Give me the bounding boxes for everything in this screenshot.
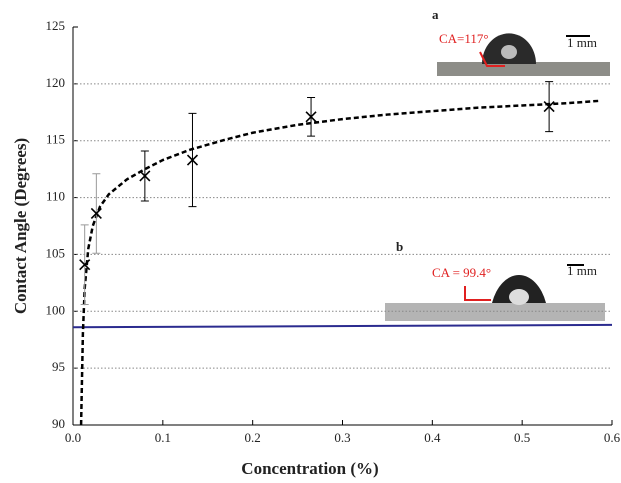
- y-tick-label: 125: [46, 18, 66, 33]
- x-axis-title: Concentration (%): [241, 459, 378, 478]
- substrate: [385, 303, 605, 321]
- y-axis-title: Contact Angle (Degrees): [11, 138, 30, 314]
- x-tick-label: 0.3: [334, 430, 350, 445]
- y-tick-label: 95: [52, 359, 65, 374]
- y-tick-label: 90: [52, 416, 65, 431]
- angle-label: CA=117°: [439, 31, 489, 46]
- scale-label: 1 mm: [567, 35, 597, 50]
- inset-label: a: [432, 7, 439, 22]
- inset-b: b CA = 99.4° 1 mm: [385, 239, 605, 321]
- substrate: [437, 62, 610, 76]
- x-tick-label: 0.1: [155, 430, 171, 445]
- y-tick-label: 110: [46, 189, 65, 204]
- scale-label: 1 mm: [567, 263, 597, 278]
- angle-mark: [479, 51, 505, 67]
- marker: [543, 101, 555, 113]
- droplet-highlight: [509, 289, 529, 305]
- x-tick-label: 0.0: [65, 430, 81, 445]
- y-tick-label: 100: [46, 302, 66, 317]
- y-tick-label: 120: [46, 75, 66, 90]
- x-tick-label: 0.5: [514, 430, 530, 445]
- baseline: [72, 323, 613, 329]
- x-tick-label: 0.6: [604, 430, 621, 445]
- droplet-highlight: [501, 45, 517, 59]
- x-tick-label: 0.4: [424, 430, 441, 445]
- angle-mark: [464, 286, 491, 301]
- marker: [186, 154, 199, 166]
- marker: [305, 111, 317, 123]
- marker: [90, 207, 102, 220]
- inset-label: b: [396, 239, 403, 254]
- inset-a: a CA=117° 1 mm: [432, 7, 610, 76]
- marker: [79, 259, 91, 271]
- marker: [139, 170, 151, 182]
- x-tick-label: 0.2: [245, 430, 261, 445]
- fit-curve: [79, 99, 599, 426]
- angle-label: CA = 99.4°: [432, 265, 491, 280]
- y-tick-label: 105: [46, 245, 66, 260]
- y-tick-label: 115: [46, 132, 65, 147]
